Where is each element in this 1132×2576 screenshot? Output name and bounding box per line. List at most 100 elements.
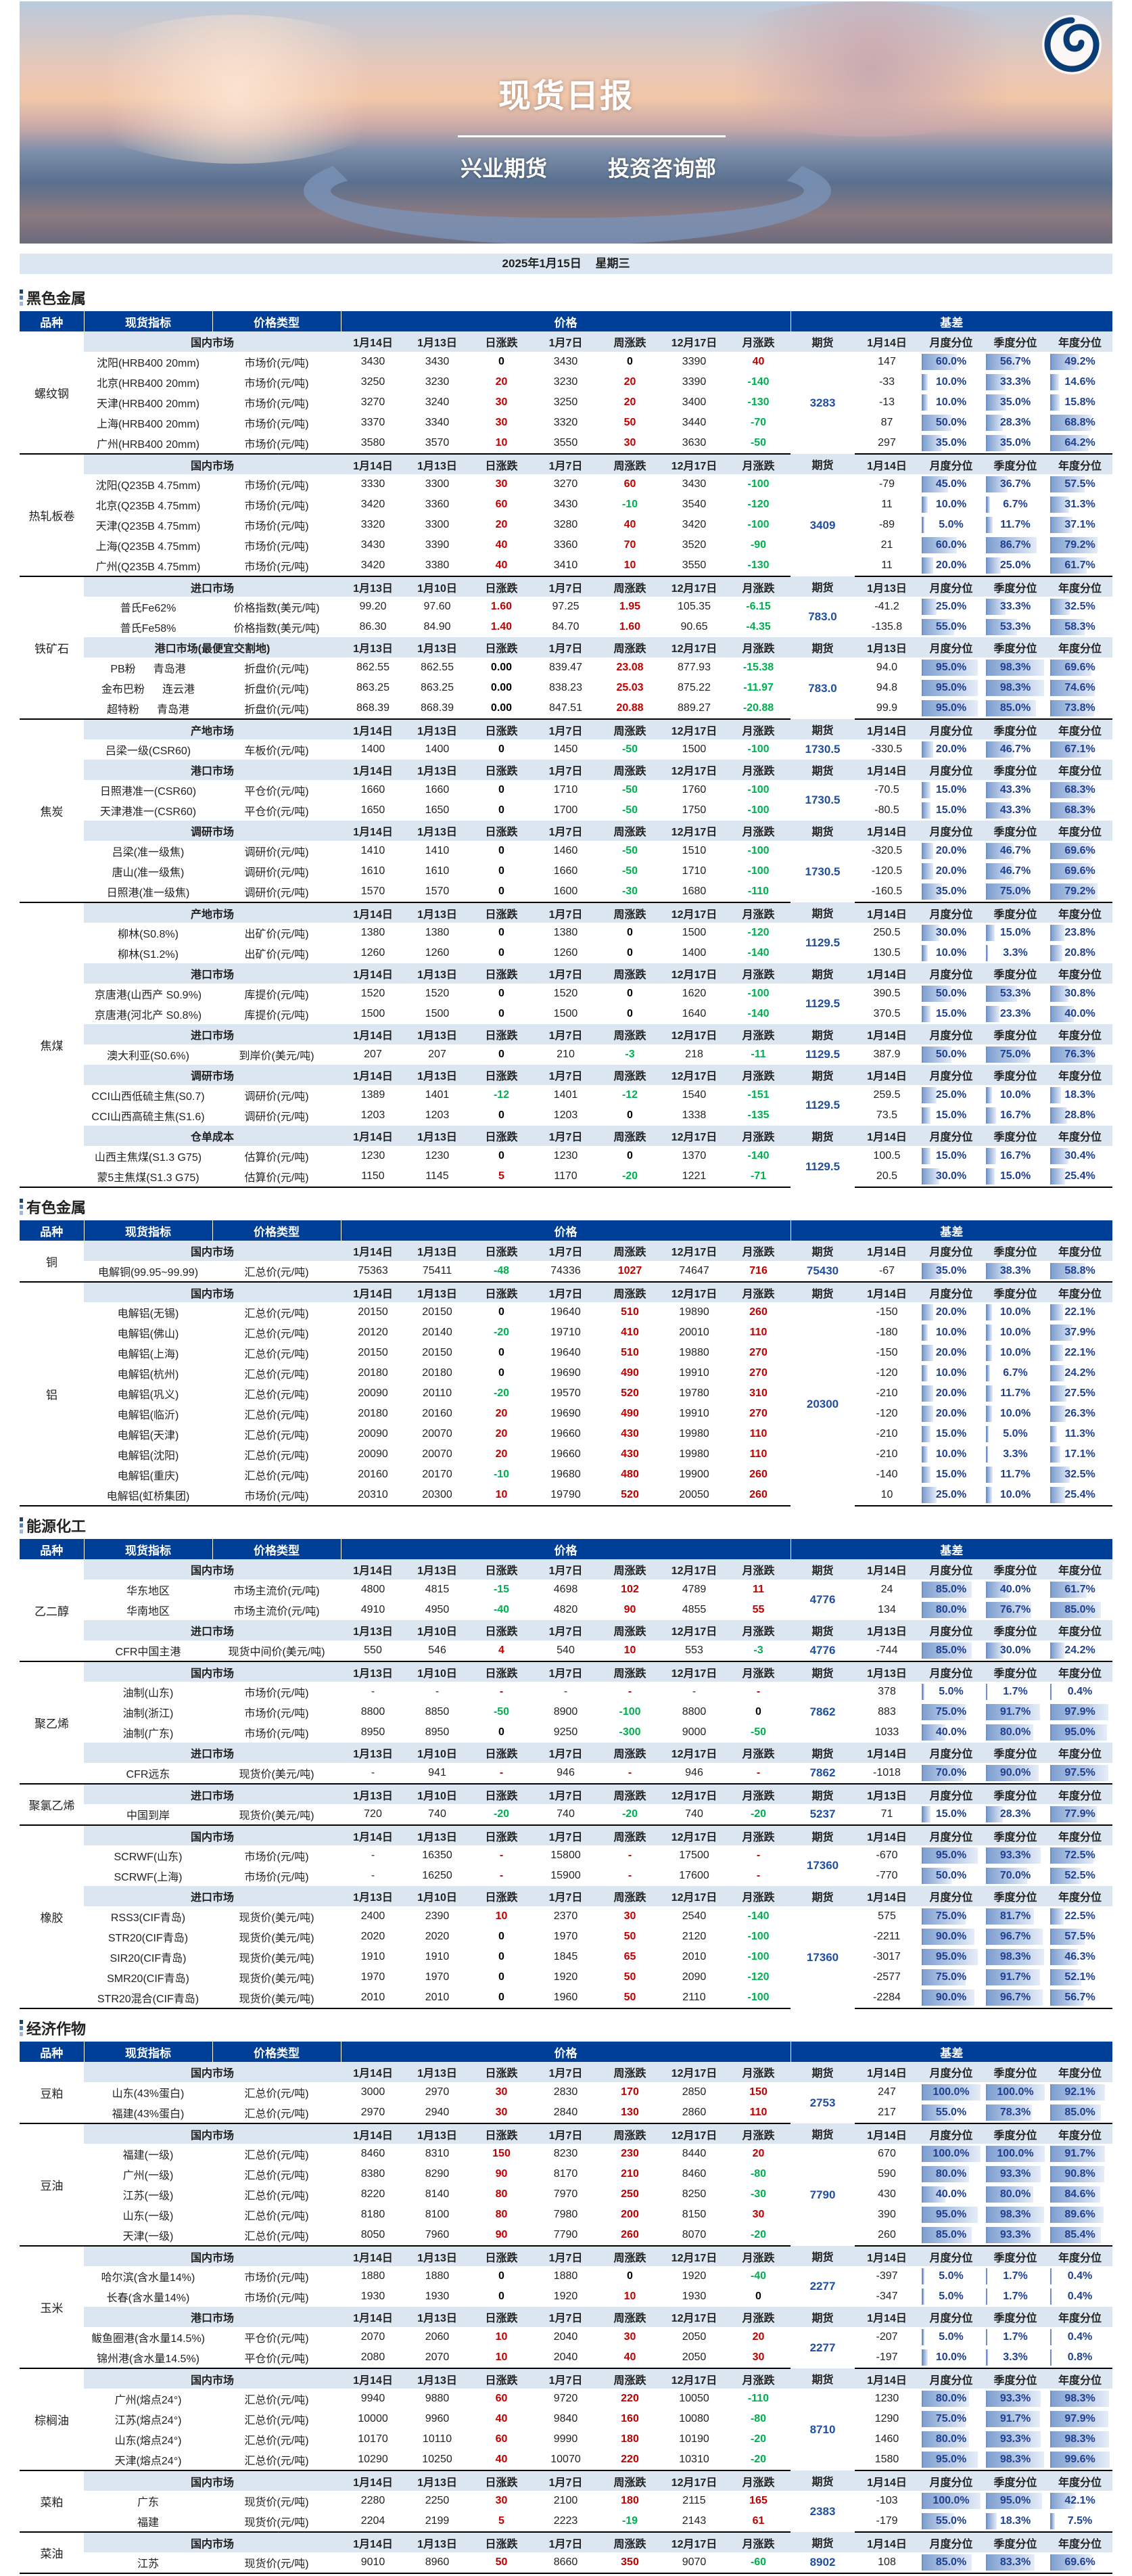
column-header: 日涨跌 (469, 1065, 534, 1085)
price-current: 2280 (360, 2495, 385, 2506)
indicator-name: 电解铝(临沂) (117, 1410, 179, 1421)
indicator-name: 超特粉 (106, 704, 139, 716)
block-header-row: 港口市场 1月14日 1月13日 日涨跌 1月7日 周涨跌 12月17日 月涨跌 期货 1月14日… (20, 963, 1113, 984)
percentile-value: 5.0% (939, 1686, 964, 1697)
spot-indicator: 广东 (84, 2491, 212, 2511)
monthly-percentile: 35.0% (919, 881, 983, 903)
column-header: 1月7日 (534, 821, 598, 841)
column-header: 1月7日 (534, 2062, 598, 2082)
price-month-ago: 1920 (682, 2270, 707, 2282)
column-header: 1月13日 (341, 1743, 405, 1763)
price-previous: 9880 (425, 2393, 450, 2404)
percentile-value: 96.7% (999, 1931, 1031, 1942)
daily-change: 0.00 (469, 698, 534, 720)
monthly-change: -140 (747, 1008, 770, 1019)
quarterly-percentile: 46.7% (983, 841, 1047, 861)
column-header: 季度分位 (983, 331, 1047, 352)
spot-indicator: 金布巴粉 连云港 (84, 678, 212, 698)
futures-price: 8902 (791, 2552, 855, 2574)
daily-change: -12 (493, 1089, 510, 1101)
price-week-ago: 1500 (553, 1008, 578, 1019)
column-header: 日涨跌 (469, 2123, 534, 2144)
column-header: 1月14日 (341, 2307, 405, 2327)
price-previous: 1650 (425, 804, 450, 816)
monthly-change: -130 (726, 555, 791, 577)
monthly-change: -120 (747, 927, 770, 938)
price-previous: 84.90 (423, 621, 451, 632)
price-previous: 1610 (425, 865, 450, 877)
table-row: 广东 现货价(元/吨) 2280 2250 30 2100 180 2115 165 2383 -1… (20, 2491, 1112, 2518)
table-row: 山东(熔点24°) 汇总价(元/吨) 10170 10110 60 9990 180 1019… (20, 2429, 1112, 2450)
monthly-change: -130 (747, 396, 770, 408)
table-row: 山西主焦煤(S1.3 G75) 估算价(元/吨) 1230 1230 0 1230 0 137… (20, 1146, 1112, 1173)
spot-indicator: 电解铝(杭州) (84, 1363, 212, 1383)
column-header: 年度分位 (1047, 1886, 1113, 1906)
percentile-bar (922, 374, 928, 390)
column-header: 月涨跌 (726, 2368, 791, 2389)
basis-value: 378 (878, 1686, 896, 1697)
indicator-name: 日照港(准一级焦) (106, 888, 190, 899)
column-header: 期货 (791, 2470, 855, 2491)
percentile-bar (986, 497, 990, 513)
futures-price: 4776 (791, 1640, 855, 1662)
percentile-bar (922, 1385, 934, 1402)
basis-value: -33 (878, 376, 895, 388)
indicator-name: 广州(HRB400 20mm) (96, 439, 200, 451)
percentile-value: 80.0% (935, 1604, 967, 1615)
section-title-text: 经济作物 (26, 2021, 87, 2038)
price-week-ago: 19790 (534, 1485, 598, 1506)
monthly-percentile: 45.0% (919, 474, 983, 495)
indicator-name: 锦州港(含水量14.5%) (96, 2353, 200, 2365)
yearly-percentile: 52.5% (1047, 1866, 1112, 1886)
price-previous: 75411 (405, 1261, 469, 1283)
price-type: 市场价(元/吨) (244, 1728, 309, 1740)
weekly-change: 250 (621, 2188, 639, 2200)
market-label: 进口市场 (84, 1743, 341, 1763)
price-type: 汇总价(元/吨) (244, 1308, 309, 1320)
spot-indicator: 上海(Q235B 4.75mm) (84, 535, 212, 555)
quarterly-percentile: 53.3% (983, 617, 1047, 637)
percentile-value: 15.0% (935, 1109, 967, 1121)
column-header: 1月13日 (405, 719, 469, 739)
percentile-bar (986, 2431, 1041, 2447)
percentile-bar (986, 2452, 1044, 2468)
column-header: 周涨跌 (598, 902, 662, 923)
column-header: 年度分位 (1047, 1559, 1113, 1580)
percentile-value: 95.0% (935, 1849, 967, 1861)
daily-change: 0 (498, 2270, 504, 2282)
monthly-percentile: 85.0% (919, 2552, 983, 2574)
spot-indicator: 电解铝(重庆) (84, 1465, 212, 1485)
monthly-percentile: 75.0% (919, 2409, 983, 2429)
price-type: 汇总价(元/吨) (244, 1471, 309, 1482)
spot-indicator: 福建 (84, 2511, 212, 2533)
column-header: 1月14日 (855, 821, 919, 841)
price-week-ago: 3550 (534, 433, 598, 455)
table-row: 江苏(一级) 汇总价(元/吨) 8220 8140 80 7970 250 8250 -30 43… (20, 2184, 1112, 2205)
monthly-change: -40 (750, 2270, 767, 2282)
price-current: 3420 (341, 555, 405, 577)
column-header: 季度分位 (983, 821, 1047, 841)
spot-indicator: 电解铜(99.95~99.99) (84, 1261, 212, 1283)
quarterly-percentile: 81.7% (983, 1906, 1047, 1927)
percentile-value: 32.5% (1064, 1469, 1095, 1480)
percentile-bar (986, 1263, 1009, 1279)
table-row: 油制(浙江) 市场价(元/吨) 8800 8850 -50 8900 -100 8800 0 88… (20, 1702, 1112, 1722)
price-current: 8220 (360, 2188, 385, 2200)
percentile-value: 95.0% (1064, 1726, 1095, 1738)
daily-change: 0 (498, 1008, 504, 1019)
indicator-name: 山东(43%蛋白) (112, 2088, 185, 2100)
price-week-ago: 74336 (534, 1261, 598, 1283)
column-header: 1月10日 (405, 576, 469, 597)
price-current: 3330 (360, 478, 385, 490)
weekly-change: 210 (621, 2168, 639, 2180)
header-indicator: 现货指标 (84, 1220, 213, 1241)
table-row: SCRWF(上海) 市场价(元/吨) -16250-15900-17600- -770… (20, 1866, 1112, 1886)
percentile-bar (1050, 1969, 1081, 1985)
price-current: 99.20 (359, 601, 387, 612)
block-header-row: 聚乙烯 国内市场 1月13日 1月10日 日涨跌 1月7日 周涨跌 12月17日 月涨跌 期货 1月… (20, 1661, 1113, 1785)
price-month-ago: 19900 (679, 1469, 709, 1480)
column-header: 1月7日 (534, 1743, 598, 1763)
market-label: 仓单成本 (84, 1126, 341, 1146)
block-header-row: 调研市场 1月14日 1月13日 日涨跌 1月7日 周涨跌 12月17日 月涨跌 期货 1月14日… (20, 821, 1113, 841)
percentile-bar (922, 2166, 969, 2182)
